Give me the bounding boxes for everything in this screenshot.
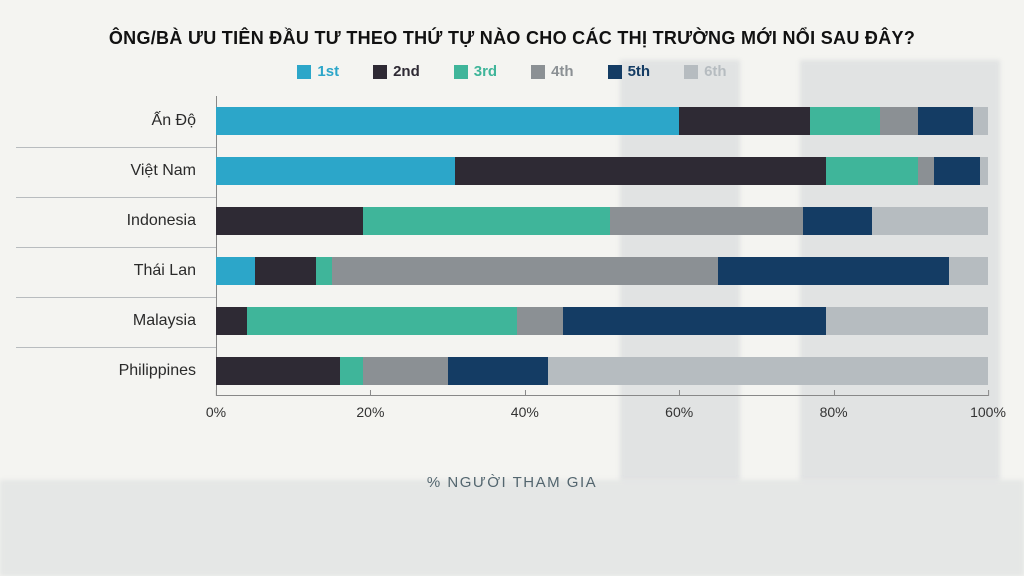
bar-segment xyxy=(316,257,331,285)
x-tick: 0% xyxy=(206,396,226,404)
bar-row: Ấn Độ xyxy=(216,100,988,142)
x-tick: 80% xyxy=(820,396,848,404)
bar-segment xyxy=(216,157,455,185)
bar-row: Malaysia xyxy=(216,300,988,342)
legend-label: 1st xyxy=(317,63,339,80)
stacked-bar xyxy=(216,107,988,135)
bar-segment xyxy=(247,307,517,335)
category-label: Indonesia xyxy=(127,212,216,230)
x-axis: 0%20%40%60%80%100% xyxy=(216,395,988,396)
legend-item: 6th xyxy=(684,63,727,80)
legend-label: 4th xyxy=(551,63,574,80)
bar-segment xyxy=(980,157,988,185)
bar-segment xyxy=(934,157,980,185)
row-divider xyxy=(16,297,216,298)
x-tick: 100% xyxy=(970,396,1006,404)
x-tick: 40% xyxy=(511,396,539,404)
stacked-bar xyxy=(216,357,988,385)
bar-segment xyxy=(826,157,919,185)
bars-area: Ấn Độ Việt Nam Indonesia Thái Lan Malaysia Ph… xyxy=(216,96,988,396)
bar-segment xyxy=(872,207,988,235)
category-label: Ấn Độ xyxy=(152,112,216,130)
bar-segment xyxy=(810,107,879,135)
bar-row: Indonesia xyxy=(216,200,988,242)
bar-segment xyxy=(563,307,825,335)
bar-segment xyxy=(455,157,826,185)
bar-segment xyxy=(340,357,363,385)
legend-label: 2nd xyxy=(393,63,420,80)
legend: 1st 2nd 3rd 4th 5th 6th xyxy=(16,63,1008,80)
chart-title: ÔNG/BÀ ƯU TIÊN ĐẦU TƯ THEO THỨ TỰ NÀO CH… xyxy=(16,28,1008,49)
bar-row: Việt Nam xyxy=(216,150,988,192)
legend-label: 3rd xyxy=(474,63,497,80)
legend-item: 3rd xyxy=(454,63,497,80)
bar-segment xyxy=(216,107,679,135)
bar-row: Philippines xyxy=(216,350,988,392)
legend-item: 2nd xyxy=(373,63,420,80)
row-divider xyxy=(16,247,216,248)
legend-swatch xyxy=(531,65,545,79)
x-tick: 60% xyxy=(665,396,693,404)
category-label: Philippines xyxy=(119,362,216,380)
stacked-bar xyxy=(216,157,988,185)
row-divider xyxy=(16,347,216,348)
bar-segment xyxy=(332,257,718,285)
legend-swatch xyxy=(608,65,622,79)
bar-segment xyxy=(803,207,872,235)
stacked-bar xyxy=(216,207,988,235)
bar-segment xyxy=(918,157,933,185)
bar-segment xyxy=(363,207,610,235)
plot-area: Ấn Độ Việt Nam Indonesia Thái Lan Malaysia Ph… xyxy=(216,96,988,426)
bar-segment xyxy=(363,357,448,385)
bar-segment xyxy=(216,257,255,285)
bar-row: Thái Lan xyxy=(216,250,988,292)
bar-segment xyxy=(718,257,950,285)
legend-label: 5th xyxy=(628,63,651,80)
bar-segment xyxy=(918,107,972,135)
bar-segment xyxy=(548,357,988,385)
bar-segment xyxy=(949,257,988,285)
bar-segment xyxy=(679,107,810,135)
bar-segment xyxy=(216,307,247,335)
legend-swatch xyxy=(373,65,387,79)
bar-segment xyxy=(216,357,340,385)
bar-segment xyxy=(973,107,988,135)
legend-item: 5th xyxy=(608,63,651,80)
legend-swatch xyxy=(454,65,468,79)
bar-segment xyxy=(255,257,317,285)
row-divider xyxy=(16,197,216,198)
bar-segment xyxy=(610,207,803,235)
legend-swatch xyxy=(684,65,698,79)
legend-item: 1st xyxy=(297,63,339,80)
x-axis-label: % NGƯỜI THAM GIA xyxy=(16,474,1008,491)
stacked-bar xyxy=(216,257,988,285)
x-tick: 20% xyxy=(356,396,384,404)
legend-label: 6th xyxy=(704,63,727,80)
category-label: Malaysia xyxy=(133,312,216,330)
legend-swatch xyxy=(297,65,311,79)
category-label: Thái Lan xyxy=(134,262,216,280)
bar-segment xyxy=(826,307,988,335)
category-label: Việt Nam xyxy=(130,162,216,180)
row-divider xyxy=(16,147,216,148)
bar-segment xyxy=(517,307,563,335)
stacked-bar xyxy=(216,307,988,335)
chart-container: ÔNG/BÀ ƯU TIÊN ĐẦU TƯ THEO THỨ TỰ NÀO CH… xyxy=(0,0,1024,576)
bar-segment xyxy=(880,107,919,135)
bar-segment xyxy=(448,357,548,385)
bar-segment xyxy=(216,207,363,235)
legend-item: 4th xyxy=(531,63,574,80)
